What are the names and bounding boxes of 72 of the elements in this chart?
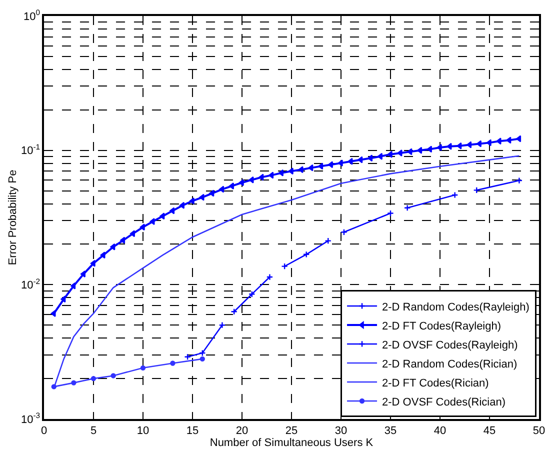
point bbox=[258, 174, 264, 181]
legend-label: 2-D FT Codes(Rayleigh) bbox=[382, 320, 502, 332]
x-tick-label: 25 bbox=[285, 424, 298, 437]
point bbox=[268, 172, 274, 179]
point bbox=[140, 224, 145, 231]
point bbox=[199, 350, 206, 356]
point bbox=[486, 139, 492, 146]
point bbox=[456, 142, 462, 150]
legend-label: 2-D OVSF Codes(Rayleigh) bbox=[382, 339, 518, 352]
point bbox=[397, 150, 402, 157]
point bbox=[358, 156, 363, 164]
point bbox=[120, 236, 126, 244]
point bbox=[446, 142, 452, 150]
y-tick-label: 10$^{0}$ bbox=[24, 8, 40, 23]
x-tick-label: 50 bbox=[532, 424, 546, 437]
legend-label: 2-D Random Codes(Rician) bbox=[382, 358, 518, 370]
x-tick-label: 15 bbox=[186, 424, 199, 437]
legend-label: 2-D Random Codes(Rayleigh) bbox=[382, 301, 530, 314]
legend-label: 2-D FT Codes(Rician) bbox=[382, 377, 489, 390]
point bbox=[387, 150, 392, 158]
point bbox=[90, 376, 96, 382]
point bbox=[140, 365, 146, 371]
point bbox=[100, 252, 106, 259]
point bbox=[219, 186, 224, 193]
point bbox=[51, 384, 56, 390]
point bbox=[407, 148, 412, 156]
y-tick-label: 10$^{-3}$ bbox=[20, 411, 40, 426]
point bbox=[466, 141, 472, 148]
point bbox=[318, 162, 324, 170]
point bbox=[348, 158, 353, 165]
point bbox=[110, 243, 116, 250]
x-tick-label: 10 bbox=[136, 424, 150, 437]
y-axis-title: Error Probability Pe bbox=[7, 170, 20, 266]
point bbox=[516, 135, 522, 142]
point bbox=[238, 179, 244, 186]
point bbox=[248, 290, 256, 298]
point bbox=[199, 194, 204, 201]
point bbox=[338, 160, 343, 167]
point bbox=[50, 310, 56, 317]
point bbox=[150, 218, 155, 226]
x-tick-label: 35 bbox=[384, 424, 397, 437]
point bbox=[436, 144, 442, 151]
point bbox=[496, 138, 502, 145]
point bbox=[189, 197, 194, 204]
point bbox=[298, 166, 304, 174]
y-tick-label: 10$^{-1}$ bbox=[20, 142, 40, 158]
x-axis-title: Number of Simultaneous Users K bbox=[210, 436, 374, 449]
point bbox=[368, 154, 373, 162]
point bbox=[70, 282, 76, 290]
y-tick-label: 10$^{-2}$ bbox=[20, 276, 40, 292]
point bbox=[170, 207, 175, 214]
point bbox=[302, 251, 310, 258]
point bbox=[308, 164, 314, 172]
point bbox=[200, 356, 205, 362]
point bbox=[160, 212, 165, 220]
point bbox=[209, 190, 214, 197]
point bbox=[288, 168, 294, 175]
point bbox=[71, 380, 76, 386]
point bbox=[506, 136, 512, 144]
point bbox=[248, 176, 254, 184]
x-tick-label: 45 bbox=[483, 424, 496, 437]
x-tick-label: 30 bbox=[334, 424, 348, 437]
x-tick-label: 0 bbox=[40, 424, 48, 437]
point bbox=[90, 260, 96, 267]
point bbox=[110, 373, 116, 378]
x-tick-label: 5 bbox=[90, 424, 97, 437]
point bbox=[417, 146, 422, 154]
legend-label: 2-D OVSF Codes(Rician) bbox=[382, 396, 506, 408]
x-tick-label: 40 bbox=[434, 424, 446, 437]
point bbox=[60, 296, 66, 303]
x-tick-label: 20 bbox=[236, 424, 248, 437]
point bbox=[170, 360, 176, 366]
